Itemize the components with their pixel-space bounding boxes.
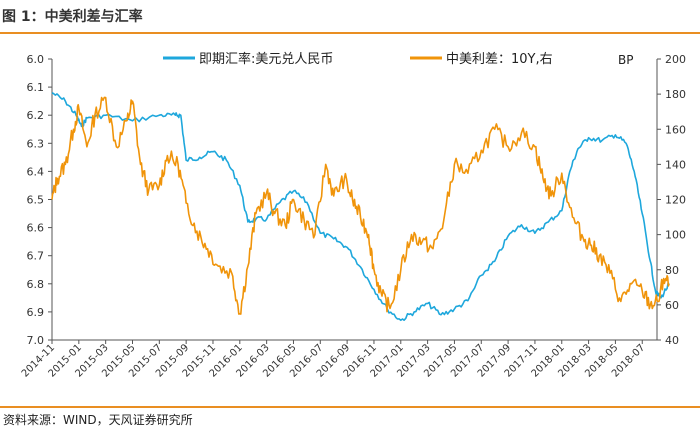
left-tick-label: 6.8 bbox=[27, 278, 45, 291]
right-tick-label: 80 bbox=[665, 264, 679, 277]
right-tick-label: 200 bbox=[665, 53, 686, 66]
left-tick-label: 6.5 bbox=[27, 194, 45, 207]
right-tick-label: 60 bbox=[665, 299, 679, 312]
right-tick-label: 120 bbox=[665, 194, 686, 207]
left-tick-label: 6.9 bbox=[27, 306, 45, 319]
right-tick-label: 180 bbox=[665, 88, 686, 101]
right-tick-label: 140 bbox=[665, 158, 686, 171]
figure-title: 图 1：中美利差与汇率 bbox=[2, 9, 143, 25]
right-tick-label: 40 bbox=[665, 334, 679, 347]
source-note: 资料来源：WIND，天风证券研究所 bbox=[3, 413, 193, 427]
left-tick-label: 6.0 bbox=[27, 53, 45, 66]
legend: 即期汇率:美元兑人民币 中美利差：10Y,右 bbox=[163, 51, 553, 67]
left-tick-label: 6.3 bbox=[27, 137, 45, 150]
source-divider bbox=[0, 406, 700, 408]
right-axis-unit: BP bbox=[618, 53, 633, 67]
x-axis-ticks: 2014-112015-012015-032015-052015-072015-… bbox=[20, 340, 647, 380]
title-divider bbox=[0, 32, 700, 34]
left-axis-ticks: 6.0 6.1 6.2 6.3 6.4 6.5 6.6 6.7 6.8 6.9 7.0 bbox=[27, 53, 52, 347]
fx-rate-line bbox=[51, 92, 670, 322]
left-tick-label: 6.4 bbox=[27, 165, 45, 178]
line-chart: 6.0 6.1 6.2 6.3 6.4 6.5 6.6 6.7 6.8 6.9 7.0 200 180… bbox=[20, 51, 686, 380]
left-tick-label: 6.7 bbox=[27, 250, 45, 263]
right-tick-label: 100 bbox=[665, 229, 686, 242]
right-tick-label: 160 bbox=[665, 123, 686, 136]
rate-spread-line bbox=[51, 96, 670, 315]
left-tick-label: 6.2 bbox=[27, 109, 45, 122]
legend-label-spread: 中美利差：10Y,右 bbox=[446, 52, 553, 67]
left-tick-label: 6.6 bbox=[27, 222, 45, 235]
legend-label-fx: 即期汇率:美元兑人民币 bbox=[199, 51, 333, 67]
left-tick-label: 7.0 bbox=[27, 334, 45, 347]
right-axis-ticks: 200 180 160 140 120 100 80 60 40 bbox=[657, 53, 686, 347]
left-tick-label: 6.1 bbox=[27, 81, 45, 94]
